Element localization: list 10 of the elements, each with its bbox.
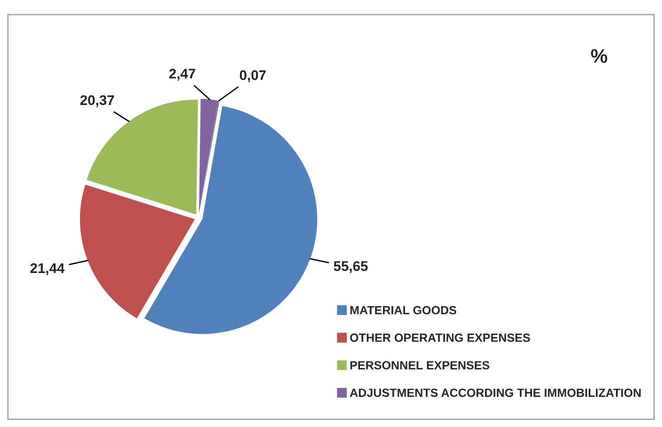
data-label: 0,07	[240, 70, 266, 82]
data-label: 21,44	[30, 263, 65, 276]
legend-label: PERSONNEL EXPENSES	[350, 361, 490, 370]
legend-label: MATERIAL GOODS	[350, 306, 456, 314]
data-label: 20,37	[80, 95, 114, 108]
chart-title: %	[590, 49, 608, 63]
data-label: 55,65	[334, 261, 368, 274]
legend-label: ADJUSTMENTS ACCORDING THE IMMOBILIZATION	[350, 388, 641, 397]
legend-label: OTHER OPERATING EXPENSES	[350, 334, 530, 342]
data-label: 2,47	[169, 68, 196, 81]
